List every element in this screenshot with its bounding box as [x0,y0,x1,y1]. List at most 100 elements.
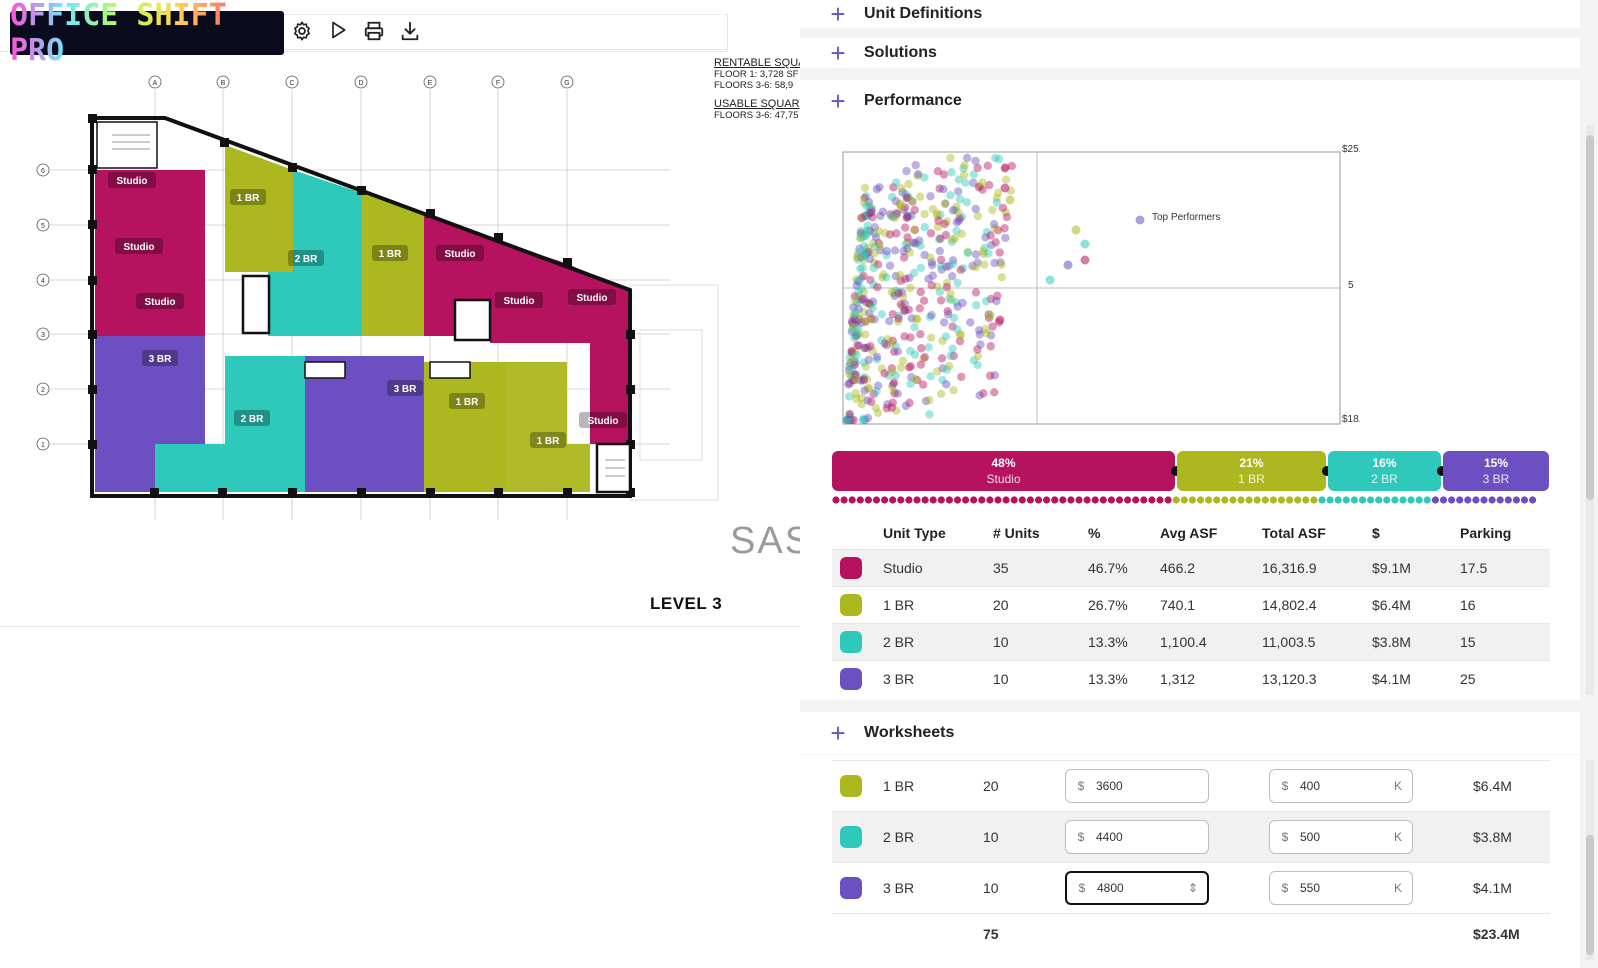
cost-input[interactable]: $550 K [1269,871,1413,905]
scatter-point [887,287,896,297]
table-row[interactable]: 2 BR 10 13.3% 1,100.4 11,003.5 $3.8M 15 [832,622,1550,660]
scatter-point [984,249,993,258]
rentable-title: RENTABLE SQUARE FEET [714,57,852,69]
unit-label[interactable]: Studio [108,172,156,188]
scatter-point [924,274,933,284]
mix-dot [1431,496,1439,504]
scatter-point [855,296,864,305]
mix-segment-1-br[interactable]: 21% 1 BR [1177,451,1326,491]
print-button[interactable] [362,20,386,44]
table-row[interactable]: Studio 35 46.7% 466.2 16,316.9 $9.1M 17.… [832,548,1550,586]
scatter-point [850,360,859,369]
scatter-point [899,247,908,256]
cell-pct: 13.3% [1087,622,1159,660]
mix-dot [1496,496,1504,504]
cell-pct: 46.7% [1087,548,1159,586]
scatter-point [859,271,868,281]
unit-label[interactable]: Studio [115,238,163,254]
unit-label[interactable]: Studio [136,293,184,309]
scatter-point [854,341,864,350]
unit-label[interactable]: Studio [436,245,484,261]
scatter-point [852,331,861,341]
download-button[interactable] [398,20,422,44]
currency-symbol: $ [1281,830,1289,844]
scatter-point [1135,215,1145,225]
unit-label[interactable]: 1 BR [230,189,266,205]
cost-input[interactable]: $400 K [1269,769,1413,803]
table-row[interactable]: 3 BR 10 13.3% 1,312 13,120.3 $4.1M 25 [832,659,1550,697]
scatter-point [856,376,865,385]
section-solutions[interactable]: + Solutions [800,38,1580,68]
mix-segment-3-br[interactable]: 15% 3 BR [1443,451,1549,491]
scatter-point [924,343,933,352]
scatter-point [862,229,871,239]
scatter-point [867,205,876,215]
mix-dots-strip [832,496,1537,504]
unit-label[interactable]: 1 BR [449,393,485,409]
mix-dot [1415,496,1423,504]
scatter-point [980,325,990,334]
scatter-points [842,153,1145,425]
mix-segment-2-br[interactable]: 16% 2 BR [1328,451,1441,491]
unit-label[interactable]: Studio [495,292,543,308]
unit-label[interactable]: Studio [568,289,616,305]
mix-dot [1375,496,1383,504]
floor-plan[interactable]: A B C D E F G 6 5 4 3 2 1 Studio Studio Studio 1 BR 2 BR… [0,52,800,627]
scatter-point [872,355,882,364]
cost-input[interactable]: $500 K [1269,820,1413,854]
performance-scatter-chart[interactable]: $25.6M 5 $18.7M Top Performers [840,140,1360,430]
scatter-point [845,411,854,420]
unit-label[interactable]: 1 BR [530,432,566,448]
scatter-point [865,208,874,218]
scatter-point [867,207,876,217]
play-button[interactable] [326,20,350,44]
scatter-point [942,217,952,226]
rent-input[interactable]: $3600 [1065,769,1209,803]
scatter-point [888,380,898,389]
mix-handle[interactable] [1322,466,1332,476]
settings-button[interactable] [290,20,314,44]
color-swatch [840,775,862,797]
scatter-point [906,379,915,388]
unit-label[interactable]: 3 BR [387,380,423,396]
mix-handle[interactable] [1171,466,1181,476]
scatter-point [911,374,920,384]
scatter-point [913,171,922,180]
scatter-point [892,229,901,238]
unit-label[interactable]: 1 BR [372,245,408,261]
scatter-point [963,248,973,258]
scatter-point [935,184,944,193]
performance-scroll-thumb[interactable] [1586,135,1594,500]
mix-segment-studio[interactable]: 48% Studio [832,451,1175,491]
rent-input[interactable]: $4800 ⇕ [1065,871,1209,905]
scatter-point [854,276,863,286]
mix-dot [1391,496,1399,504]
rent-input[interactable]: $4400 [1065,820,1209,854]
scatter-point [849,314,859,324]
scatter-point [894,289,903,298]
scatter-point [936,255,946,265]
mix-handle[interactable] [1437,466,1447,476]
color-swatch [840,556,862,579]
scatter-point [844,366,854,375]
worksheets-scroll-thumb[interactable] [1586,835,1594,955]
table-row: 3 BR 10 $4800 ⇕ $550 K $4.1M [832,862,1550,914]
cell-avg: 1,312 [1159,659,1261,697]
section-performance[interactable]: + Performance [800,80,1580,122]
scatter-point [942,282,951,292]
scatter-point [850,371,859,380]
scatter-point [857,318,866,327]
scatter-point [1080,239,1090,249]
cell-total: $3.8M [1472,811,1550,863]
unit-label[interactable]: 2 BR [234,410,270,426]
unit-label[interactable]: 3 BR [142,350,178,366]
scatter-point [872,387,881,396]
section-worksheets[interactable]: + Worksheets [800,712,1580,754]
section-unit-definitions[interactable]: + Unit Definitions [800,0,1580,29]
svg-text:Studio: Studio [123,242,154,253]
spinner-icon[interactable]: ⇕ [1187,881,1199,895]
table-row[interactable]: 1 BR 20 26.7% 740.1 14,802.4 $6.4M 16 [832,585,1550,623]
mix-dot [1529,496,1537,504]
unit-label[interactable]: 2 BR [288,250,324,266]
unit-label[interactable]: Studio [579,412,627,428]
